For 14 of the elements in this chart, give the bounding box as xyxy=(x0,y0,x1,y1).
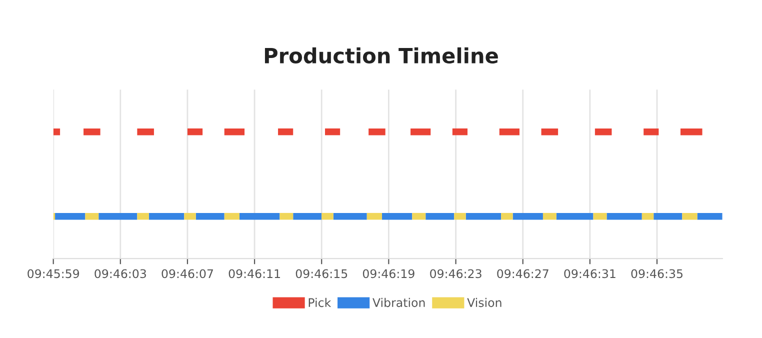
x-tick-label: 09:46:11 xyxy=(228,269,280,278)
x-tick-label: 09:45:59 xyxy=(28,269,80,278)
x-tick-label: 09:46:23 xyxy=(430,269,482,278)
x-tick-label: 09:46:27 xyxy=(497,269,548,278)
x-tick-label: 09:46:35 xyxy=(631,269,682,278)
x-tick-label: 09:46:15 xyxy=(296,269,348,278)
legend-label: Vibration xyxy=(372,298,425,308)
x-tick-label: 09:46:19 xyxy=(362,269,414,278)
chart-title: Production Timeline xyxy=(264,47,498,64)
legend-label: Pick xyxy=(308,298,332,308)
x-tick-label: 09:46:07 xyxy=(162,269,213,278)
x-tick-label: 09:46:31 xyxy=(564,269,616,278)
legend-label: Vision xyxy=(467,298,502,308)
x-tick-label: 09:46:03 xyxy=(94,269,146,278)
